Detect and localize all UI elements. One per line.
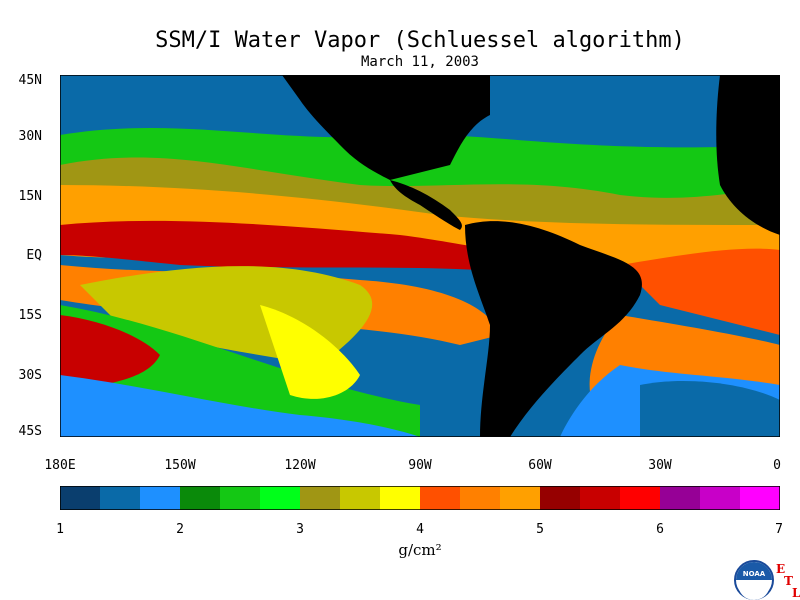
map-date: March 11, 2003: [360, 54, 479, 70]
x-tick-label: 30W: [648, 458, 672, 473]
colorbar-swatch: [220, 486, 261, 510]
colorbar-swatch: [100, 486, 141, 510]
x-tick-label: 0: [773, 458, 781, 473]
water-vapor-map: [60, 75, 780, 437]
colorbar-tick-label: 1: [56, 522, 64, 537]
colorbar-units: g/cm²: [398, 541, 442, 559]
y-tick-label: 30N: [18, 129, 42, 144]
south-america-land: [465, 221, 642, 437]
etl-letter: E: [776, 562, 786, 576]
etl-logo: E T L: [774, 560, 800, 600]
y-tick-label: 15S: [18, 308, 42, 323]
colorbar-swatch: [580, 486, 621, 510]
colorbar-swatch: [460, 486, 501, 510]
colorbar-swatch: [540, 486, 581, 510]
africa-land: [716, 75, 780, 235]
colorbar-tick-label: 5: [536, 522, 544, 537]
colorbar-swatch: [340, 486, 381, 510]
colorbar-swatch: [700, 486, 741, 510]
land-masses: [282, 75, 780, 437]
north-america-land: [282, 75, 490, 180]
x-tick-label: 150W: [164, 458, 196, 473]
colorbar-tick-label: 4: [416, 522, 424, 537]
map-title: SSM/I Water Vapor (Schluessel algorithm): [155, 28, 685, 53]
x-tick-label: 180E: [44, 458, 76, 473]
y-tick-label: 15N: [18, 189, 42, 204]
colorbar-swatch: [500, 486, 541, 510]
colorbar: [60, 486, 780, 510]
colorbar-swatch: [740, 486, 780, 510]
noaa-logo: NOAA: [734, 560, 774, 600]
colorbar-tick-label: 3: [296, 522, 304, 537]
colorbar-tick-label: 7: [775, 522, 783, 537]
noaa-logo-text: NOAA: [743, 570, 766, 578]
colorbar-swatch: [60, 486, 101, 510]
central-america-land: [390, 180, 462, 230]
colorbar-swatch: [620, 486, 661, 510]
colorbar-tick-label: 2: [176, 522, 184, 537]
y-tick-label: 45S: [18, 424, 42, 439]
y-tick-label: EQ: [26, 248, 42, 263]
x-tick-label: 120W: [284, 458, 316, 473]
x-tick-label: 60W: [528, 458, 552, 473]
colorbar-swatch: [380, 486, 421, 510]
colorbar-swatch: [180, 486, 221, 510]
colorbar-swatch: [260, 486, 301, 510]
etl-letter: T: [784, 574, 793, 588]
y-tick-label: 30S: [18, 368, 42, 383]
colorbar-swatch: [420, 486, 461, 510]
colorbar-swatch: [660, 486, 701, 510]
colorbar-swatch: [300, 486, 341, 510]
colorbar-tick-label: 6: [656, 522, 664, 537]
etl-letter: L: [792, 586, 800, 600]
colorbar-swatch: [140, 486, 181, 510]
y-tick-label: 45N: [18, 73, 42, 88]
x-tick-label: 90W: [408, 458, 432, 473]
